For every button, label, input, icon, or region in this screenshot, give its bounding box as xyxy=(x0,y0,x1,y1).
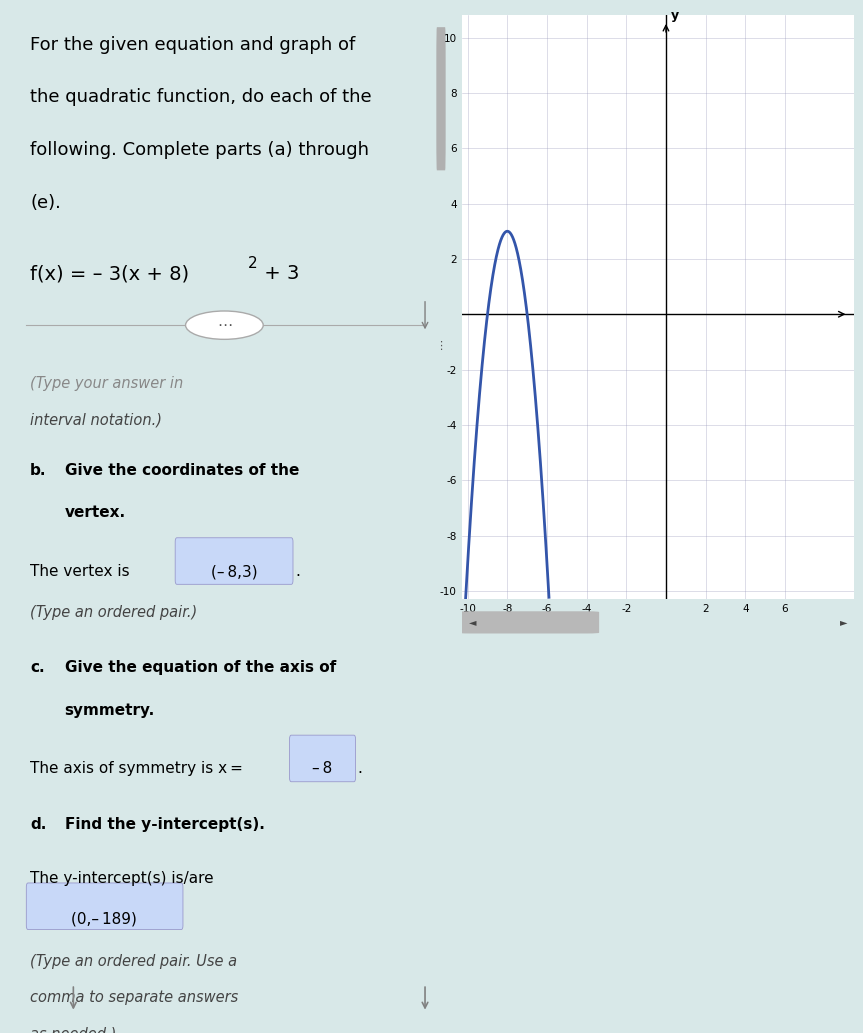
FancyBboxPatch shape xyxy=(26,883,183,930)
Text: (Type an ordered pair.): (Type an ordered pair.) xyxy=(30,604,198,620)
Text: c.: c. xyxy=(30,660,45,676)
Text: .: . xyxy=(295,564,300,580)
Text: d.: d. xyxy=(30,817,47,833)
Text: Give the coordinates of the: Give the coordinates of the xyxy=(65,463,299,478)
Text: ⋯: ⋯ xyxy=(217,318,232,333)
Text: .: . xyxy=(357,761,362,777)
Text: (e).: (e). xyxy=(30,193,61,212)
Text: b.: b. xyxy=(30,463,47,478)
Text: symmetry.: symmetry. xyxy=(65,702,155,718)
Text: (Type an ordered pair. Use a: (Type an ordered pair. Use a xyxy=(30,953,237,969)
Text: ►: ► xyxy=(840,618,847,627)
Text: ◄: ◄ xyxy=(469,618,476,627)
Text: + 3: + 3 xyxy=(258,264,299,283)
Text: (0,– 189): (0,– 189) xyxy=(72,911,137,927)
FancyBboxPatch shape xyxy=(175,538,293,585)
Text: f(x) = – 3(x + 8): f(x) = – 3(x + 8) xyxy=(30,264,189,283)
Text: following. Complete parts (a) through: following. Complete parts (a) through xyxy=(30,140,369,159)
FancyBboxPatch shape xyxy=(457,612,599,633)
Text: 2: 2 xyxy=(249,256,258,272)
Text: Give the equation of the axis of: Give the equation of the axis of xyxy=(65,660,336,676)
Text: Find the y-intercept(s).: Find the y-intercept(s). xyxy=(65,817,265,833)
Text: The y-intercept(s) is/are: The y-intercept(s) is/are xyxy=(30,871,214,886)
Text: The vertex is: The vertex is xyxy=(30,564,129,580)
Text: The axis of symmetry is x =: The axis of symmetry is x = xyxy=(30,761,243,777)
Ellipse shape xyxy=(186,311,263,340)
Text: comma to separate answers: comma to separate answers xyxy=(30,991,238,1005)
Text: ⋮: ⋮ xyxy=(436,341,446,351)
Text: For the given equation and graph of: For the given equation and graph of xyxy=(30,35,356,54)
Text: (Type your answer in: (Type your answer in xyxy=(30,376,184,390)
Text: interval notation.): interval notation.) xyxy=(30,412,162,428)
Text: y: y xyxy=(671,9,679,23)
FancyBboxPatch shape xyxy=(289,735,356,782)
FancyBboxPatch shape xyxy=(437,27,445,170)
Text: (– 8,3): (– 8,3) xyxy=(211,564,257,580)
Text: vertex.: vertex. xyxy=(65,505,126,521)
Text: as needed.): as needed.) xyxy=(30,1027,117,1033)
Text: – 8: – 8 xyxy=(312,761,332,777)
Text: the quadratic function, do each of the: the quadratic function, do each of the xyxy=(30,88,372,106)
